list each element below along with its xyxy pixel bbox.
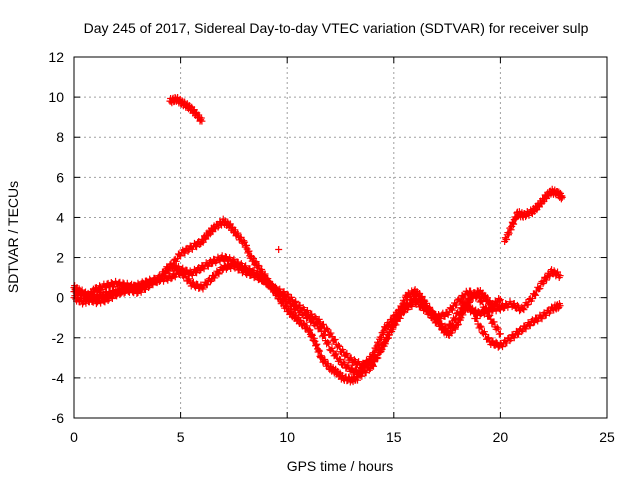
y-tick-label: 2 bbox=[56, 250, 64, 266]
y-tick-label: -4 bbox=[52, 370, 65, 386]
series-outlier bbox=[275, 246, 283, 254]
x-tick-label: 20 bbox=[493, 429, 509, 445]
series-track-b bbox=[70, 252, 504, 380]
y-tick-label: 6 bbox=[56, 169, 64, 185]
series-track-d bbox=[166, 93, 206, 125]
y-tick-label: 12 bbox=[48, 49, 64, 65]
y-axis-title: SDTVAR / TECUs bbox=[5, 181, 21, 293]
x-tick-label: 15 bbox=[386, 429, 402, 445]
x-tick-label: 5 bbox=[177, 429, 185, 445]
chart-title: Day 245 of 2017, Sidereal Day-to-day VTE… bbox=[84, 20, 589, 36]
y-tick-label: -6 bbox=[52, 410, 65, 426]
data-point-markers bbox=[275, 246, 283, 254]
y-tick-label: 4 bbox=[56, 209, 64, 225]
data-point-markers bbox=[458, 266, 564, 319]
data-point-markers bbox=[70, 252, 504, 380]
plot-frame bbox=[73, 56, 608, 419]
x-axis-title: GPS time / hours bbox=[287, 458, 394, 474]
data-point-markers bbox=[501, 185, 566, 246]
x-tick-label: 25 bbox=[599, 429, 615, 445]
y-tick-label: -2 bbox=[52, 330, 65, 346]
tick-layer: 0 5 10 15 20 25 -6 -4 -2 0 2 4 6 8 10 12 bbox=[48, 49, 615, 445]
x-tick-label: 0 bbox=[70, 429, 78, 445]
y-tick-label: 10 bbox=[48, 89, 64, 105]
y-tick-label: 8 bbox=[56, 129, 64, 145]
series-track-e bbox=[501, 185, 566, 246]
data-point-markers bbox=[166, 93, 206, 125]
y-tick-label: 0 bbox=[56, 290, 64, 306]
x-tick-label: 10 bbox=[279, 429, 295, 445]
series-track-f bbox=[458, 266, 564, 319]
